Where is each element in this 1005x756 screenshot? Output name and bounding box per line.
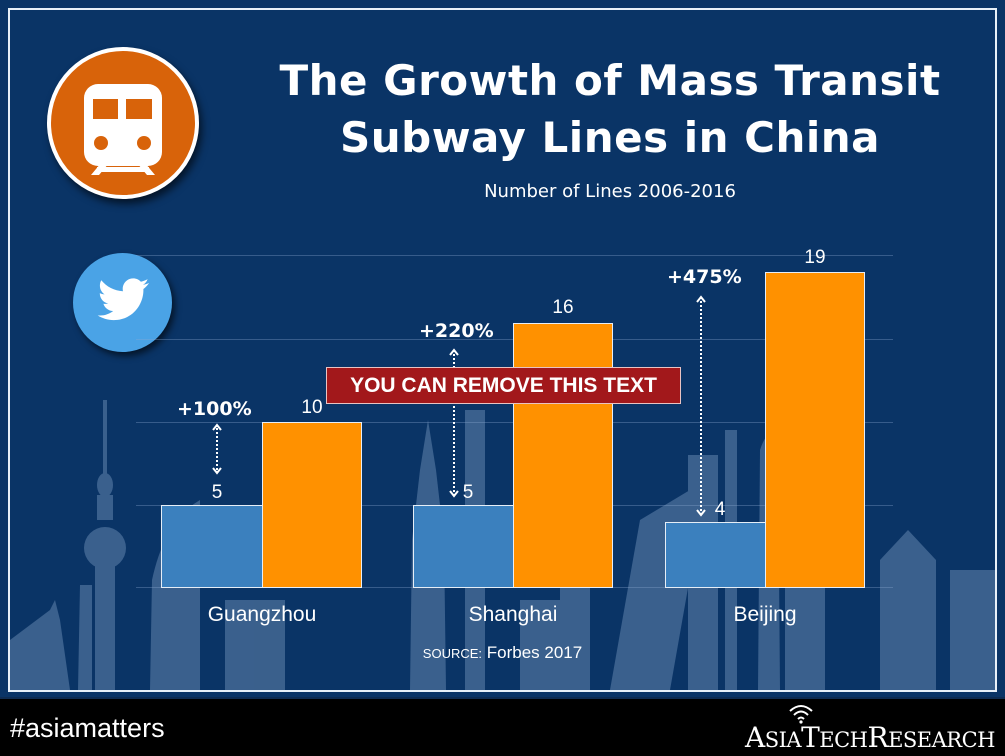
category-label-beijing: Beijing <box>733 603 797 626</box>
growth-label-shanghai: +220% <box>419 320 494 342</box>
double-arrow-icon <box>696 295 706 517</box>
value-label-beijing-2006: 4 <box>714 499 726 520</box>
chart-title-line1: The Growth of Mass Transit <box>279 56 941 105</box>
footer-bar: #asiamatters ASIATECHRESEARCH <box>0 697 1005 756</box>
source-prefix: source: <box>422 646 483 661</box>
bar-guangzhou-2016 <box>262 422 362 588</box>
brand-logo-text: ASIATECHRESEARCH <box>745 721 995 754</box>
brand-letter: A <box>745 721 765 754</box>
growth-label-beijing: +475% <box>667 266 742 288</box>
value-label-shanghai-2006: 5 <box>462 482 474 503</box>
removable-text-banner[interactable]: YOU CAN REMOVE THIS TEXT <box>326 367 681 404</box>
value-label-shanghai-2016: 16 <box>552 297 574 318</box>
infographic-panel: The Growth of Mass Transit Subway Lines … <box>8 8 997 692</box>
double-arrow-icon <box>449 348 459 498</box>
value-label-beijing-2016: 19 <box>804 247 826 268</box>
category-label-shanghai: Shanghai <box>468 603 558 626</box>
source-text: Forbes 2017 <box>486 643 583 662</box>
train-icon <box>84 84 162 175</box>
bar-shanghai-2016 <box>513 323 613 588</box>
brand-letters: SIA <box>764 728 802 752</box>
category-label-guangzhou: Guangzhou <box>207 603 317 626</box>
twitter-badge[interactable] <box>73 253 172 352</box>
bar-beijing-2016 <box>765 272 865 588</box>
bar-guangzhou-2006 <box>161 505 263 588</box>
gridline-20 <box>136 255 893 256</box>
brand-letters: ECH <box>819 728 868 752</box>
value-label-guangzhou-2006: 5 <box>211 482 223 503</box>
bar-shanghai-2006 <box>413 505 514 588</box>
twitter-bird-icon <box>97 278 149 321</box>
panel-border <box>8 8 997 692</box>
brand-letter: R <box>867 721 889 754</box>
chart-subtitle: Number of Lines 2006-2016 <box>484 181 736 202</box>
value-label-guangzhou-2016: 10 <box>301 397 323 418</box>
brand-letter: T <box>801 721 820 754</box>
wifi-signal-icon <box>789 705 813 724</box>
bar-beijing-2006 <box>665 522 766 588</box>
brand-letters: ESEARCH <box>888 728 995 752</box>
hashtag[interactable]: #asiamatters <box>10 713 165 743</box>
double-arrow-icon <box>212 423 222 475</box>
chart-title-line2: Subway Lines in China <box>339 113 880 162</box>
source-note: source: Forbes 2017 <box>230 643 775 663</box>
growth-label-guangzhou: +100% <box>177 398 252 420</box>
train-badge <box>47 47 199 199</box>
